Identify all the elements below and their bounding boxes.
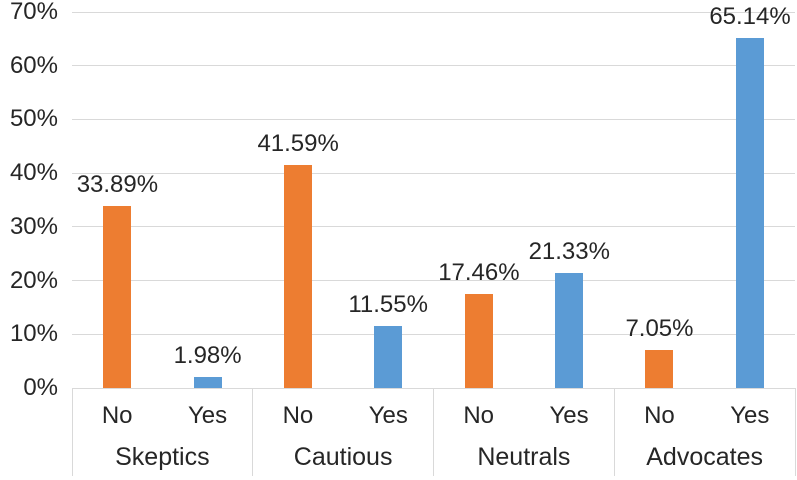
category-divider <box>613 388 615 476</box>
gridline <box>72 118 795 120</box>
y-tick-label-70-: 70% <box>9 0 58 26</box>
y-tick-label-20-: 20% <box>9 266 58 294</box>
data-label-cautious-no: 41.59% <box>257 129 339 157</box>
y-tick-label-50-: 50% <box>9 105 58 133</box>
gridline <box>72 65 795 67</box>
bar-advocates-no <box>645 350 674 388</box>
category-divider <box>794 388 796 476</box>
subcategory-label-advocates-yes: Yes <box>730 402 770 429</box>
bar-neutrals-yes <box>555 273 584 388</box>
category-divider <box>71 388 73 476</box>
category-divider <box>433 388 434 476</box>
data-label-advocates-no: 7.05% <box>625 315 694 343</box>
data-label-skeptics-no: 33.89% <box>76 170 159 198</box>
data-label-cautious-yes: 11.55% <box>348 290 428 318</box>
data-label-neutrals-no: 17.46% <box>438 259 520 287</box>
subcategory-label-skeptics-no: No <box>101 402 133 429</box>
group-label-cautious: Cautious <box>293 443 393 471</box>
group-label-neutrals: Neutrals <box>477 443 571 471</box>
category-divider <box>252 388 254 476</box>
subcategory-label-cautious-no: No <box>282 402 314 429</box>
data-label-advocates-yes: 65.14% <box>709 3 791 31</box>
gridline <box>72 280 795 282</box>
subcategory-label-neutrals-no: No <box>463 402 495 429</box>
y-tick-label-40-: 40% <box>9 159 58 187</box>
y-tick-label-30-: 30% <box>9 212 58 240</box>
bar-advocates-yes <box>735 38 764 388</box>
y-tick-label-0-: 0% <box>23 374 58 401</box>
subcategory-label-advocates-no: No <box>644 402 675 429</box>
y-tick-label-60-: 60% <box>9 51 58 79</box>
subcategory-label-cautious-yes: Yes <box>368 402 408 429</box>
bar-cautious-yes <box>374 325 403 388</box>
y-tick-label-10-: 10% <box>9 320 58 348</box>
group-label-skeptics: Skeptics <box>115 443 210 471</box>
gridline <box>72 11 795 13</box>
bar-cautious-no <box>283 164 312 388</box>
gridline <box>72 172 795 174</box>
bar-skeptics-no <box>103 205 132 388</box>
subcategory-label-skeptics-yes: Yes <box>187 402 228 429</box>
gridline <box>72 333 795 335</box>
data-label-neutrals-yes: 21.33% <box>528 238 610 266</box>
bar-skeptics-yes <box>193 377 222 388</box>
data-label-skeptics-yes: 1.98% <box>173 342 242 370</box>
bar-neutrals-no <box>464 294 493 388</box>
subcategory-label-neutrals-yes: Yes <box>549 402 589 429</box>
gridline <box>72 226 795 228</box>
group-label-advocates: Advocates <box>646 443 763 471</box>
